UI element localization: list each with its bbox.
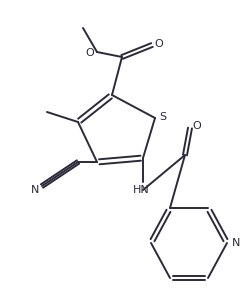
Text: HN: HN — [133, 185, 149, 195]
Text: N: N — [31, 185, 39, 195]
Text: O: O — [86, 48, 94, 58]
Text: N: N — [232, 238, 240, 248]
Text: O: O — [155, 39, 163, 49]
Text: S: S — [159, 112, 166, 122]
Text: O: O — [193, 121, 201, 131]
